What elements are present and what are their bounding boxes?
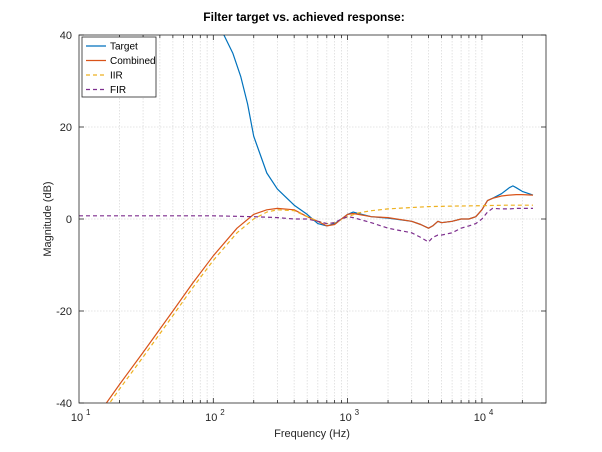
y-tick-label: 40 xyxy=(60,30,72,42)
x-axis-label: Frequency (Hz) xyxy=(274,428,350,440)
series-line-fir xyxy=(79,207,533,243)
series-line-combined xyxy=(105,194,534,403)
x-tick-label-exponent: 3 xyxy=(355,408,360,417)
y-tick-label: 0 xyxy=(66,214,72,226)
y-tick-label: 20 xyxy=(60,122,72,134)
y-tick-label: -40 xyxy=(56,398,72,410)
y-tick-label: -20 xyxy=(56,306,72,318)
legend-label-target: Target xyxy=(110,42,138,53)
x-tick-label-exponent: 2 xyxy=(220,408,225,417)
x-tick-label: 10 xyxy=(71,412,83,424)
series-layer xyxy=(79,35,534,403)
x-tick-label-exponent: 4 xyxy=(489,408,494,417)
x-tick-label: 10 xyxy=(474,412,486,424)
chart-title: Filter target vs. achieved response: xyxy=(203,10,404,24)
x-tick-label: 10 xyxy=(205,412,217,424)
x-tick-label-exponent: 1 xyxy=(86,408,91,417)
legend-label-combined: Combined xyxy=(110,56,156,67)
y-axis-label: Magnitude (dB) xyxy=(42,181,54,256)
legend-label-iir: IIR xyxy=(110,71,123,82)
x-tick-label: 10 xyxy=(339,412,351,424)
legend: Target Combined IIR FIR xyxy=(81,36,157,98)
legend-box xyxy=(81,36,157,98)
legend-label-fir: FIR xyxy=(110,85,126,96)
